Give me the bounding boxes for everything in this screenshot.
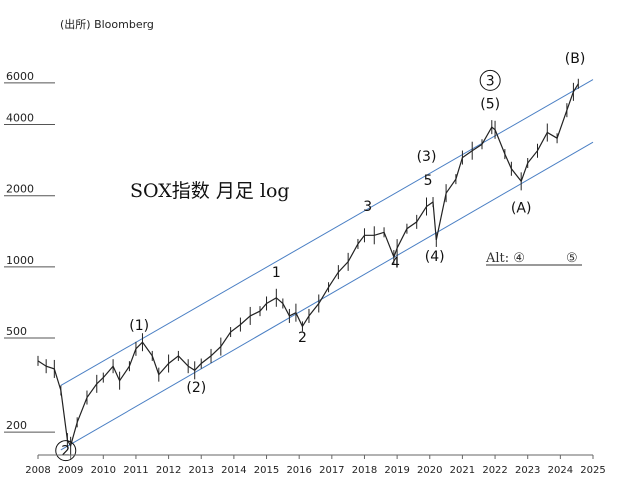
y-tick-labels: 200 500 1000 2000 4000 6000	[6, 70, 34, 432]
x-tick-label: 2021	[450, 465, 475, 476]
x-tick-label: 2008	[25, 465, 50, 476]
x-tick-label: 2012	[156, 465, 181, 476]
wave-label: 5	[424, 173, 433, 189]
circled-label-ring	[479, 69, 501, 91]
y-tick-label: 2000	[6, 183, 34, 196]
x-tick-label: 2018	[352, 465, 377, 476]
wave-annotations: (1) (2) 1 2 3 4 (3) 5 (4) (5) (A) (B)	[129, 51, 585, 396]
y-tick-label: 1000	[6, 254, 34, 267]
circled-label-ring	[55, 440, 77, 462]
x-tick-label: 2017	[319, 465, 344, 476]
y-gridlines	[4, 82, 55, 433]
channel-lines	[60, 79, 594, 451]
circled-wave-labels: 23	[55, 69, 501, 462]
source-note: (出所) Bloomberg	[60, 18, 154, 31]
wave-label: 3	[363, 199, 372, 215]
x-axis: 2008 2009 2010 2011 2012 2013 2014 2015 2016 2017…	[25, 454, 606, 476]
x-tick-label: 2020	[417, 465, 442, 476]
alt-label-group: Alt: ④ ⑤	[485, 251, 582, 266]
x-tick-label: 2011	[123, 465, 148, 476]
y-tick-label: 500	[6, 325, 27, 338]
wave-label: 4	[391, 255, 400, 271]
circled-label-text: 3	[486, 73, 495, 89]
x-tick-label: 2014	[221, 465, 246, 476]
x-tick-label: 2013	[189, 465, 214, 476]
x-tick-label: 2016	[286, 465, 311, 476]
channel-line	[60, 141, 594, 451]
wave-label: (B)	[565, 51, 586, 67]
x-tick-label: 2009	[58, 465, 83, 476]
y-tick-label: 4000	[6, 112, 34, 125]
x-tick-label: 2019	[384, 465, 409, 476]
circled-label-text: 2	[61, 444, 70, 460]
alt-label-five: ⑤	[566, 251, 578, 266]
wave-label: (2)	[186, 380, 206, 396]
wave-label: (A)	[511, 200, 532, 216]
y-tick-label: 6000	[6, 70, 34, 83]
wave-label: (4)	[425, 249, 445, 265]
price-series	[37, 78, 579, 455]
wave-label: (3)	[417, 149, 437, 165]
x-tick-label: 2025	[580, 465, 605, 476]
x-tick-label: 2015	[254, 465, 279, 476]
x-tick-label: 2010	[91, 465, 116, 476]
x-tick-label: 2022	[482, 465, 507, 476]
wave-label: (1)	[129, 318, 149, 334]
channel-line	[60, 79, 594, 386]
wave-label: 1	[272, 265, 281, 281]
wave-label: 2	[298, 330, 307, 346]
alt-label: Alt: ④	[485, 251, 525, 266]
x-tick-label: 2023	[515, 465, 540, 476]
wave-label: (5)	[480, 96, 500, 112]
y-tick-label: 200	[6, 419, 27, 432]
x-tick-label: 2024	[548, 465, 573, 476]
chart-title: SOX指数 月足 log	[130, 180, 290, 202]
